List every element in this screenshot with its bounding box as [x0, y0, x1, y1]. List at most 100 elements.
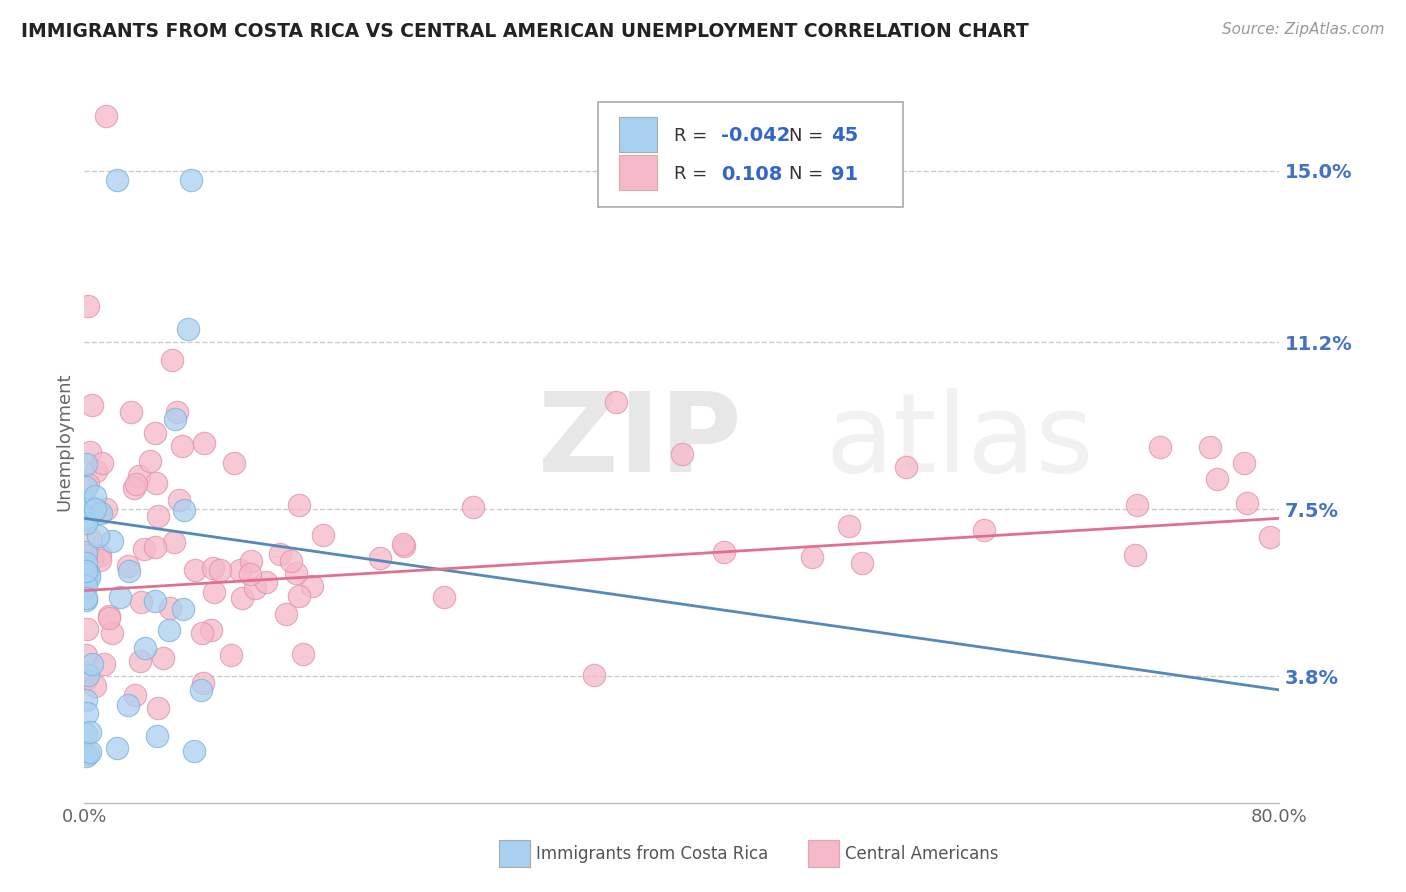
Point [83, 679, 105, 693]
Point [87, 529, 110, 543]
Point [229, 563, 252, 577]
Point [89, 549, 111, 563]
Point [77, 477, 100, 491]
Point [79, 533, 101, 547]
Point [100, 626, 122, 640]
Point [394, 539, 416, 553]
Point [75, 693, 97, 707]
Point [75, 480, 97, 494]
Point [75, 496, 97, 510]
Point [152, 651, 174, 665]
Point [75, 549, 97, 563]
Point [93, 657, 115, 671]
Point [301, 579, 323, 593]
Point [851, 556, 873, 570]
Point [76, 706, 98, 720]
Point [713, 545, 735, 559]
Point [91, 457, 114, 471]
Text: 91: 91 [831, 165, 859, 184]
Point [134, 640, 156, 655]
Point [274, 607, 297, 622]
Point [143, 594, 166, 608]
Point [1123, 548, 1146, 562]
Point [224, 457, 246, 471]
Point [312, 528, 335, 542]
Point [280, 553, 302, 567]
Point [83, 502, 105, 516]
Point [461, 500, 484, 514]
Point [183, 743, 205, 757]
Point [117, 558, 139, 573]
Point [77, 667, 100, 681]
Point [583, 667, 606, 681]
Point [671, 447, 693, 461]
Point [193, 436, 215, 450]
Point [202, 585, 225, 599]
Y-axis label: Unemployment: Unemployment [55, 372, 73, 511]
Point [75, 457, 97, 471]
Point [391, 537, 413, 551]
Point [94, 109, 117, 123]
Point [157, 623, 180, 637]
Point [221, 648, 243, 662]
Text: 45: 45 [831, 127, 859, 145]
Point [75, 749, 97, 764]
Point [75, 570, 97, 584]
Point [75, 592, 97, 607]
Point [75, 648, 97, 662]
Point [98, 611, 121, 625]
Point [75, 727, 97, 741]
Point [77, 512, 100, 526]
Point [173, 502, 195, 516]
Point [89, 553, 111, 567]
Text: Immigrants from Costa Rica: Immigrants from Costa Rica [536, 845, 768, 863]
Point [163, 534, 186, 549]
Point [291, 647, 314, 661]
Point [75, 672, 97, 686]
Point [368, 550, 391, 565]
Point [76, 622, 98, 636]
Point [79, 745, 101, 759]
Point [75, 516, 97, 530]
FancyBboxPatch shape [619, 117, 657, 152]
Point [131, 594, 153, 608]
Point [433, 591, 456, 605]
Point [79, 444, 101, 458]
Point [163, 412, 186, 426]
Point [800, 550, 823, 565]
Point [1236, 495, 1258, 509]
Text: N =: N = [790, 165, 830, 183]
Point [105, 172, 128, 186]
Point [76, 299, 98, 313]
Point [180, 172, 202, 186]
Point [98, 609, 121, 624]
Point [117, 698, 139, 713]
Text: Central Americans: Central Americans [845, 845, 998, 863]
Point [143, 425, 166, 440]
Point [167, 493, 190, 508]
Point [124, 688, 146, 702]
Point [240, 554, 263, 568]
Point [288, 589, 311, 603]
Point [231, 591, 253, 605]
Point [77, 570, 100, 584]
Point [288, 498, 311, 512]
Point [80, 398, 103, 412]
Point [82, 552, 104, 566]
Point [1198, 441, 1220, 455]
Point [973, 523, 995, 537]
FancyBboxPatch shape [619, 155, 657, 190]
Text: 0.108: 0.108 [721, 165, 783, 184]
Point [1206, 472, 1229, 486]
Point [108, 590, 131, 604]
Point [159, 601, 181, 615]
Point [80, 657, 103, 672]
Point [117, 565, 139, 579]
Text: atlas: atlas [825, 388, 1094, 495]
Point [128, 469, 150, 483]
Point [146, 509, 169, 524]
Point [191, 626, 214, 640]
Point [143, 540, 166, 554]
Point [170, 439, 193, 453]
Point [605, 395, 627, 409]
